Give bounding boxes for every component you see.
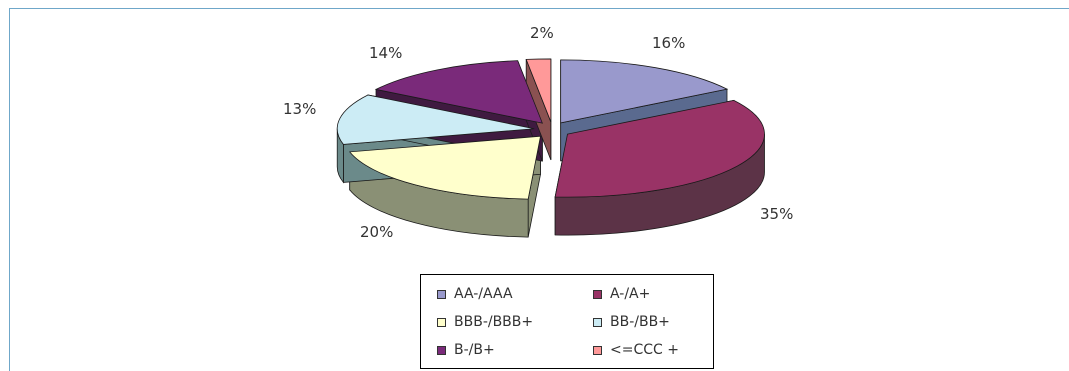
legend-item-bbb: BBB-/BBB+ <box>437 312 533 332</box>
legend-swatch-b <box>437 345 446 355</box>
slice-aa <box>560 59 729 124</box>
slice-ccc <box>525 58 552 123</box>
legend-label-b: B-/B+ <box>454 342 495 358</box>
legend-swatch-aa <box>437 289 446 299</box>
legend-item-bb: BB-/BB+ <box>593 312 670 332</box>
legend: AA-/AAA A-/A+ BBB-/BBB+ BB-/BB+ B-/B+ <=… <box>420 274 714 369</box>
legend-item-a: A-/A+ <box>593 284 650 304</box>
data-label-bb: 13% <box>283 100 316 118</box>
data-labels: 16% 35% 20% 13% 14% 2% <box>283 24 793 241</box>
data-label-bbb: 20% <box>360 223 393 241</box>
slice-b <box>374 60 544 124</box>
slice-bb <box>336 94 535 145</box>
data-label-ccc: 2% <box>530 24 554 42</box>
legend-swatch-bbb <box>437 317 446 327</box>
slice-bbb <box>348 135 542 200</box>
chart-frame <box>9 8 1069 371</box>
legend-swatch-a <box>593 289 602 299</box>
data-label-aa: 16% <box>652 34 685 52</box>
legend-item-aa: AA-/AAA <box>437 284 513 304</box>
legend-item-b: B-/B+ <box>437 340 495 360</box>
data-label-b: 14% <box>369 44 402 62</box>
legend-label-bbb: BBB-/BBB+ <box>454 314 534 330</box>
legend-swatch-bb <box>593 317 602 327</box>
legend-swatch-ccc <box>593 345 602 355</box>
legend-label-bb: BB-/BB+ <box>610 314 670 330</box>
legend-item-ccc: <=CCC + <box>593 340 679 360</box>
data-label-a: 35% <box>760 205 793 223</box>
legend-label-aa: AA-/AAA <box>454 286 513 302</box>
pie-slices <box>336 58 765 238</box>
legend-label-a: A-/A+ <box>610 286 651 302</box>
legend-label-ccc: <=CCC + <box>610 342 679 358</box>
slice-a <box>554 99 765 198</box>
